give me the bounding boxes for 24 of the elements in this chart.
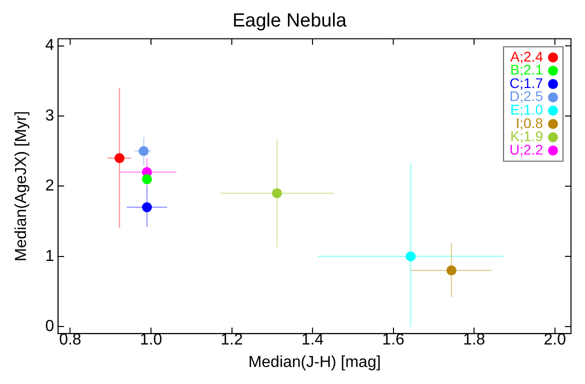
- y-tick-label: 1: [45, 248, 54, 265]
- x-tick-label: 1.0: [140, 332, 162, 349]
- legend-label: D;2.5: [510, 88, 544, 104]
- y-tick-label: 0: [45, 318, 54, 335]
- point: [446, 265, 456, 276]
- x-tick-label: 1.6: [382, 332, 405, 349]
- y-axis-title: Median(AgeJX) [Myr]: [13, 111, 30, 262]
- y-tick-label: 4: [45, 37, 54, 54]
- x-tick-label: 0.8: [59, 332, 82, 349]
- point: [272, 188, 282, 198]
- point: [138, 146, 149, 156]
- x-tick-label: 1.4: [301, 332, 324, 349]
- x-tick-label: 2.0: [544, 332, 566, 349]
- y-tick-label: 3: [45, 107, 54, 124]
- legend-label: A;2.4: [510, 48, 544, 64]
- point: [114, 153, 124, 164]
- point: [142, 202, 152, 212]
- point: [406, 251, 416, 262]
- y-tick-label: 2: [45, 178, 54, 195]
- x-axis-title: Median(J-H) [mag]: [248, 354, 381, 371]
- chart-title: Eagle Nebula: [232, 10, 347, 32]
- point: [142, 174, 152, 184]
- x-tick-label: 1.8: [462, 332, 486, 349]
- x-tick-label: 1.2: [220, 332, 243, 349]
